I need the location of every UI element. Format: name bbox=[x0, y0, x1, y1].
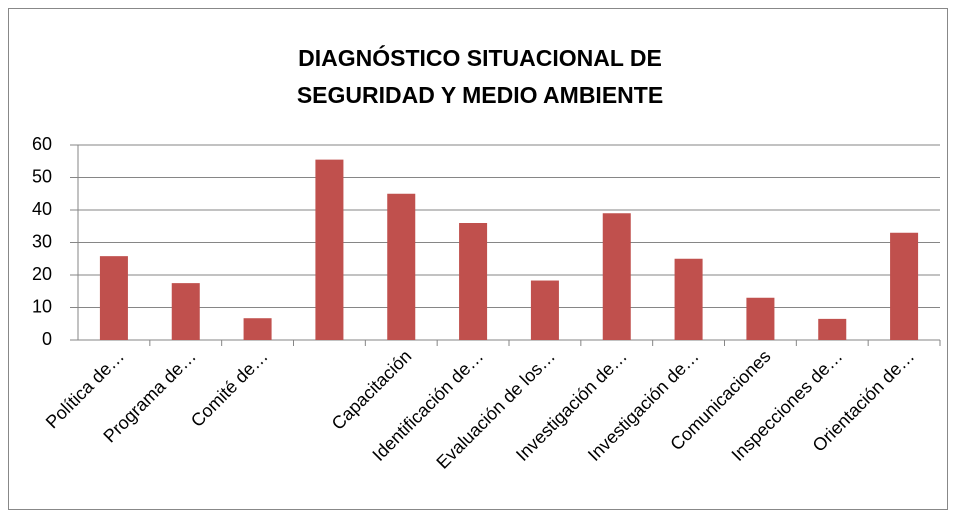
bar bbox=[818, 318, 847, 340]
bar bbox=[387, 193, 416, 340]
y-tick-label: 10 bbox=[32, 296, 52, 316]
bar bbox=[602, 213, 631, 340]
bar bbox=[171, 283, 200, 340]
y-tick-label: 40 bbox=[32, 199, 52, 219]
chart-title: DIAGNÓSTICO SITUACIONAL DE SEGURIDAD Y M… bbox=[296, 45, 664, 108]
bar bbox=[315, 159, 344, 340]
bar bbox=[459, 223, 488, 340]
y-tick-label: 50 bbox=[32, 166, 52, 186]
bar bbox=[530, 280, 559, 340]
bar bbox=[890, 232, 919, 340]
y-tick-label: 60 bbox=[32, 134, 52, 154]
bar bbox=[243, 318, 272, 340]
y-tick-label: 30 bbox=[32, 231, 52, 251]
y-tick-label: 0 bbox=[42, 329, 52, 349]
y-tick-label: 20 bbox=[32, 264, 52, 284]
bar bbox=[746, 297, 775, 340]
bar bbox=[99, 256, 128, 340]
bar bbox=[674, 258, 703, 340]
